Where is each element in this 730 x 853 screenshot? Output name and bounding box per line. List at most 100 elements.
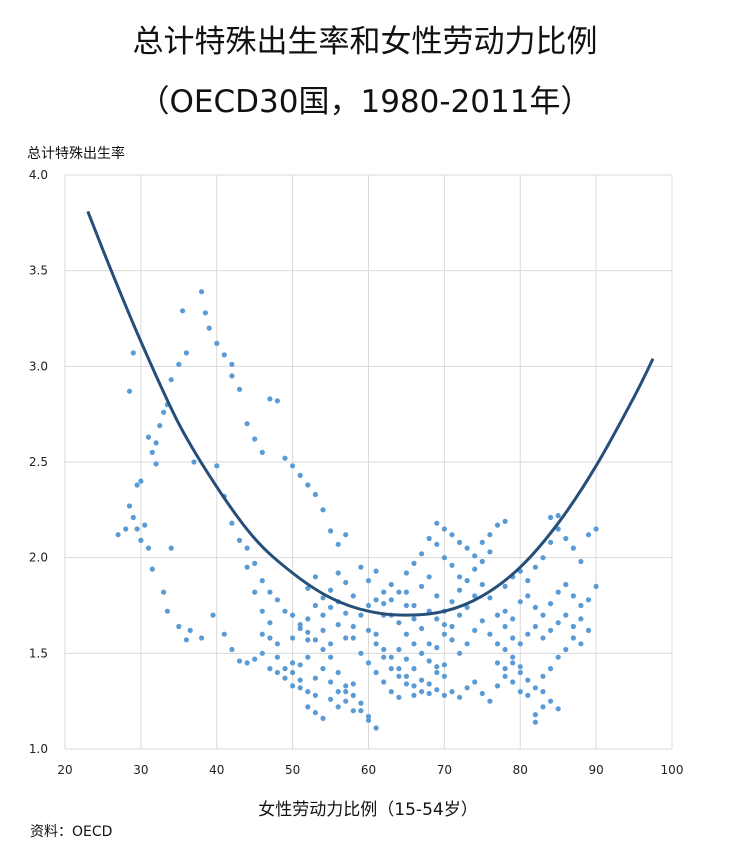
data-point bbox=[434, 669, 440, 676]
data-point bbox=[396, 589, 402, 595]
data-point bbox=[381, 654, 387, 660]
data-point bbox=[274, 654, 280, 660]
data-point bbox=[434, 616, 440, 622]
data-point bbox=[274, 641, 280, 647]
data-point bbox=[297, 625, 303, 632]
data-point bbox=[365, 660, 372, 666]
data-point bbox=[350, 593, 356, 599]
data-point bbox=[441, 555, 447, 561]
data-point bbox=[180, 308, 186, 314]
data-point bbox=[457, 574, 463, 580]
data-point bbox=[381, 679, 387, 685]
data-point bbox=[305, 704, 311, 710]
data-point bbox=[229, 646, 235, 653]
data-point bbox=[328, 654, 334, 660]
data-point bbox=[532, 712, 539, 718]
data-point bbox=[373, 725, 379, 731]
data-point bbox=[328, 528, 334, 534]
data-point bbox=[388, 689, 394, 695]
data-point bbox=[229, 520, 235, 526]
data-point bbox=[312, 675, 318, 681]
data-point bbox=[563, 646, 569, 653]
data-point bbox=[403, 656, 409, 662]
data-point bbox=[267, 666, 273, 672]
y-tick-label: 3.0 bbox=[29, 359, 48, 373]
data-point bbox=[525, 593, 531, 599]
data-point bbox=[126, 503, 133, 509]
data-point bbox=[510, 616, 516, 622]
trend-curve bbox=[86, 210, 655, 617]
data-point bbox=[479, 539, 485, 546]
data-point bbox=[335, 541, 341, 547]
x-tick-label: 50 bbox=[285, 763, 300, 777]
data-point bbox=[578, 558, 584, 565]
data-point bbox=[510, 654, 516, 660]
data-point bbox=[502, 623, 508, 630]
data-point bbox=[441, 631, 447, 637]
data-point bbox=[320, 595, 326, 601]
data-point bbox=[502, 646, 508, 653]
data-point bbox=[449, 637, 455, 643]
data-point bbox=[168, 545, 174, 551]
data-point bbox=[540, 635, 546, 641]
data-point bbox=[365, 578, 372, 584]
data-point bbox=[532, 623, 539, 630]
data-point bbox=[593, 583, 599, 590]
data-point bbox=[358, 700, 364, 706]
data-point bbox=[502, 673, 508, 679]
data-point bbox=[570, 635, 577, 641]
data-point bbox=[578, 602, 584, 609]
data-point bbox=[449, 562, 455, 568]
data-point bbox=[343, 610, 349, 616]
data-point bbox=[494, 660, 501, 666]
data-point bbox=[411, 560, 417, 567]
data-point bbox=[297, 472, 303, 478]
data-point bbox=[388, 666, 394, 672]
data-point bbox=[202, 310, 208, 316]
data-point bbox=[563, 581, 569, 588]
data-point bbox=[472, 627, 478, 634]
data-point bbox=[548, 666, 554, 672]
data-point bbox=[555, 513, 561, 519]
data-point bbox=[419, 551, 425, 557]
data-point bbox=[426, 535, 432, 542]
data-point bbox=[517, 641, 523, 647]
data-point bbox=[335, 689, 341, 695]
data-point bbox=[290, 635, 296, 641]
data-point bbox=[403, 631, 409, 637]
data-point bbox=[282, 666, 288, 672]
data-point bbox=[502, 583, 508, 590]
data-point bbox=[305, 637, 311, 643]
data-point bbox=[365, 627, 372, 634]
data-point bbox=[540, 689, 546, 695]
data-point bbox=[570, 545, 577, 551]
data-point bbox=[244, 564, 250, 570]
data-point bbox=[138, 537, 144, 544]
data-point bbox=[210, 612, 216, 618]
data-point bbox=[274, 669, 280, 676]
data-point bbox=[297, 622, 303, 628]
data-point bbox=[168, 377, 174, 383]
data-point bbox=[487, 549, 493, 555]
data-point bbox=[540, 704, 546, 710]
data-point bbox=[517, 664, 523, 670]
data-point bbox=[320, 646, 326, 653]
data-point bbox=[457, 612, 463, 618]
data-point bbox=[320, 715, 326, 722]
data-point bbox=[199, 635, 205, 641]
data-point bbox=[494, 612, 501, 618]
data-point bbox=[153, 461, 159, 467]
y-tick-label: 4.0 bbox=[29, 168, 48, 182]
data-point bbox=[267, 635, 273, 641]
data-point bbox=[525, 631, 531, 637]
data-point bbox=[221, 631, 227, 637]
data-point bbox=[449, 689, 455, 695]
data-point bbox=[312, 710, 318, 716]
data-point bbox=[548, 698, 554, 704]
data-point bbox=[267, 396, 273, 402]
data-point bbox=[525, 578, 531, 584]
x-axis-label: 女性劳动力比例（15-54岁） bbox=[258, 800, 477, 820]
data-point bbox=[472, 593, 478, 599]
data-point bbox=[472, 553, 478, 559]
data-point bbox=[487, 595, 493, 601]
